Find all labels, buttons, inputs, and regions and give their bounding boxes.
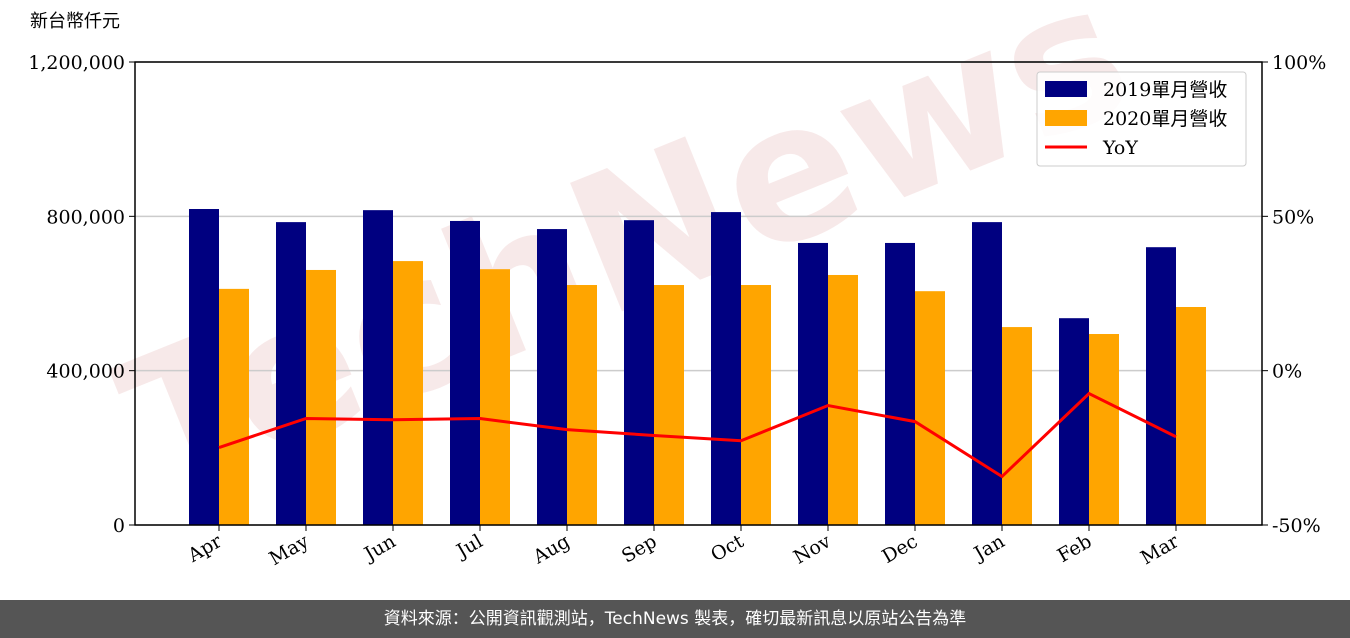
x-tick-label: Jun [359,530,400,566]
bar [1176,307,1206,525]
x-tick-label: Nov [790,530,835,569]
bar [1146,247,1176,525]
bar [972,222,1002,525]
bar [885,242,915,526]
bar [1059,318,1089,525]
legend-swatch [1045,81,1087,97]
x-tick-label: Jan [969,530,1009,566]
bar [915,291,945,525]
x-tick-label: May [266,530,313,570]
x-tick-label: Aug [529,530,574,569]
bar [306,269,336,525]
y2-tick-label: 100% [1272,52,1326,74]
legend-label: YoY [1102,137,1138,159]
y2-tick-label: 0% [1272,361,1302,383]
y-tick-label: 800,000 [46,206,125,228]
bar [393,261,423,525]
legend-label: 2019單月營收 [1103,79,1227,101]
x-tick-label: Jul [451,530,486,563]
x-tick-label: Oct [707,530,748,566]
x-tick-label: Feb [1054,530,1096,567]
legend-swatch [1045,110,1087,126]
bar [363,210,393,525]
x-tick-label: Sep [618,530,661,567]
bar [276,222,306,525]
line [218,391,1177,479]
bar [741,285,771,525]
bar [567,285,597,525]
bar [828,274,858,525]
y2-tick-label: -50% [1272,515,1321,537]
y2-tick-label: 50% [1272,206,1314,228]
bar [189,209,219,525]
x-tick-label: Apr [183,530,226,567]
bar [798,242,828,526]
bar [711,212,741,525]
bar [1089,334,1119,525]
bar [219,288,249,525]
y-axis-label: 新台幣仟元 [30,11,120,32]
legend-label: 2020單月營收 [1103,108,1227,130]
y-tick-label: 0 [113,515,125,537]
y-tick-label: 400,000 [46,361,125,383]
bar [654,285,684,525]
bar [450,220,480,526]
bar [624,220,654,526]
bar [480,269,510,525]
y-tick-label: 1,200,000 [28,52,125,74]
x-tick-label: Mar [1137,530,1183,569]
x-tick-label: Dec [878,530,921,568]
plot-frame [134,61,1263,526]
bar [537,229,567,525]
footer: 資料來源：公開資訊觀測站，TechNews 製表，確切最新訊息以原站公告為準 [0,600,1350,638]
legend-box [1036,71,1247,167]
bar [1002,327,1032,525]
chart: 新台幣仟元 TechNews0400,000800,0001,200,000-5… [28,0,1326,570]
